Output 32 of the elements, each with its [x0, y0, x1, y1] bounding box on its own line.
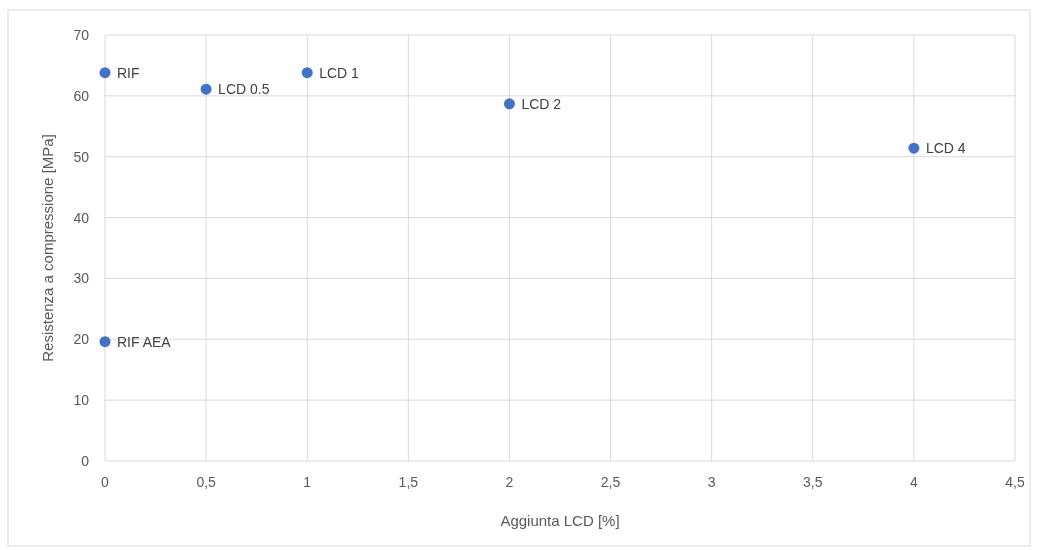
series-label: LCD 2 [521, 95, 562, 112]
x-tick-label: 1 [303, 474, 312, 490]
y-tick-label: 0 [81, 453, 90, 469]
x-tick-label: 2,5 [600, 474, 621, 490]
point [99, 67, 111, 79]
point [99, 336, 111, 348]
series-label: LCD 4 [925, 140, 966, 157]
x-tick-label: 3,5 [803, 474, 823, 490]
point [908, 142, 920, 154]
y-tick-label: 50 [73, 148, 90, 165]
y-tick-label: 10 [73, 392, 90, 409]
point [200, 83, 212, 95]
x-tick-label: 3 [707, 474, 716, 490]
x-tick-label: 4,5 [1005, 474, 1025, 490]
point [301, 67, 313, 79]
series-label: LCD 1 [319, 64, 360, 81]
x-tick-label: 0,5 [196, 474, 217, 490]
x-tick-label: 2 [505, 474, 514, 490]
y-tick-label: 30 [73, 270, 90, 287]
x-axis-title: Aggiunta LCD [%] [500, 512, 620, 529]
y-tick-label: 20 [73, 331, 90, 348]
point [503, 98, 515, 110]
y-tick-label: 40 [73, 209, 90, 226]
y-tick-label: 60 [73, 87, 90, 104]
y-axis-title: Resistenza a compressione [MPa] [39, 134, 56, 362]
y-tick-label: 70 [73, 27, 90, 43]
x-tick-label: 1,5 [398, 474, 419, 490]
x-tick-label: 4 [909, 474, 918, 490]
series-label: LCD 0.5 [218, 81, 270, 98]
series-label: RIF [117, 64, 140, 81]
x-tick-label: 0 [101, 474, 110, 490]
series-label: RIF AEA [117, 333, 172, 350]
